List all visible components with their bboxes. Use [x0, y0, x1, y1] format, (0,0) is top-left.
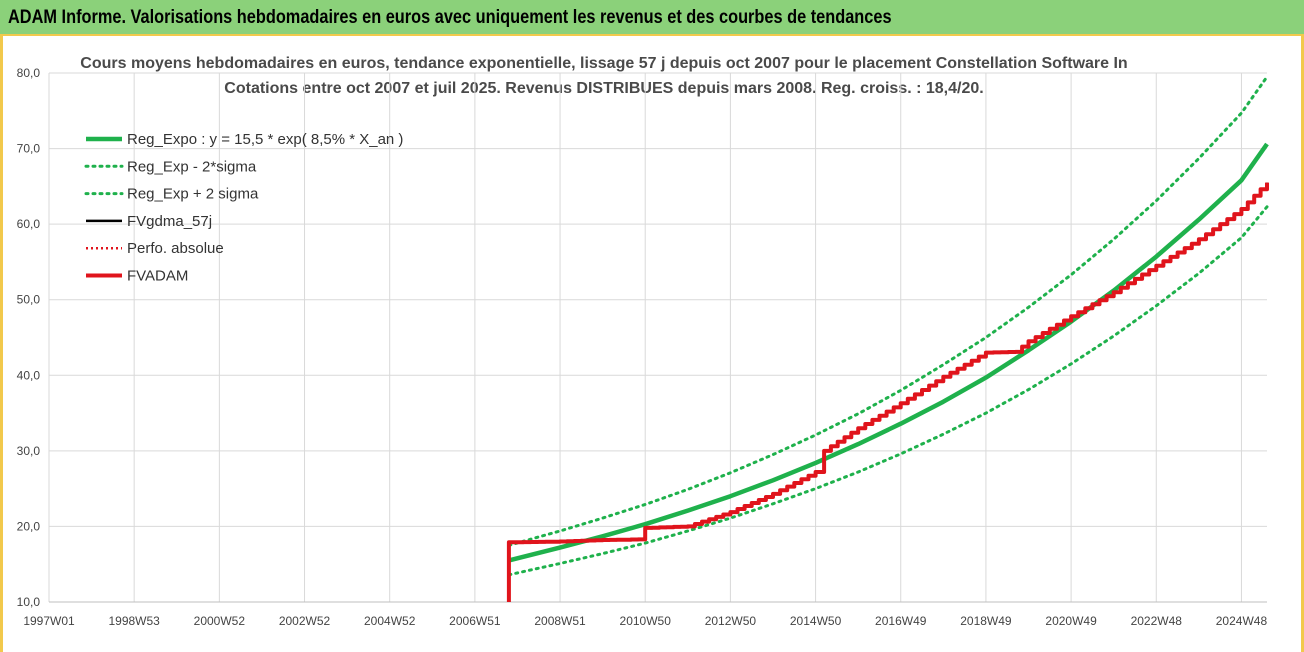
legend-item-reg-expo: Reg_Expo : y = 15,5 * exp( 8,5% * X_an )	[86, 131, 403, 148]
chart-subtitle: Cotations entre oct 2007 et juil 2025. R…	[224, 80, 984, 97]
legend-item-reg-exp-minus: Reg_Exp - 2*sigma	[84, 158, 257, 175]
series-lines	[506, 75, 1269, 602]
legend-item-fvgdma: FVgdma_57j	[86, 213, 212, 230]
reg-exp-plus-2sigma-line	[507, 75, 1269, 547]
x-tick-label: 2004W52	[364, 614, 416, 628]
legend-label: Reg_Exp + 2 sigma	[127, 186, 259, 203]
legend-label: Reg_Expo : y = 15,5 * exp( 8,5% * X_an )	[127, 131, 403, 148]
legend-item-perfo: Perfo. absolue	[86, 240, 224, 257]
y-tick-label: 20,0	[17, 519, 41, 533]
y-tick-label: 30,0	[17, 444, 41, 458]
y-tick-label: 50,0	[17, 293, 41, 307]
axes: 10,0 20,0 30,0 40,0 50,0 60,0 70,0 80,0 1997W01 1…	[17, 66, 1268, 628]
x-tick-label: 2012W50	[705, 614, 757, 628]
reg-exp-minus-2sigma-line	[507, 205, 1269, 577]
x-tick-label: 2016W49	[875, 614, 927, 628]
x-tick-label: 2008W51	[534, 614, 586, 628]
y-tick-label: 60,0	[17, 217, 41, 231]
legend-label: Reg_Exp - 2*sigma	[127, 158, 257, 175]
x-tick-label: 2022W48	[1131, 614, 1183, 628]
grid-lines	[48, 72, 1267, 603]
y-tick-label: 70,0	[17, 142, 41, 156]
x-tick-label: 2010W50	[620, 614, 672, 628]
legend-item-fvadam: FVADAM	[86, 268, 188, 285]
page-title: ADAM Informe. Valorisations hebdomadaire…	[8, 7, 892, 28]
x-tick-label: 2000W52	[194, 614, 246, 628]
x-tick-label: 2006W51	[449, 614, 501, 628]
chart-title: Cours moyens hebdomadaires en euros, ten…	[80, 55, 1128, 72]
y-tick-label: 80,0	[17, 66, 41, 80]
chart-frame	[0, 36, 1304, 652]
x-tick-label: 1998W53	[108, 614, 160, 628]
legend-item-reg-exp-plus: Reg_Exp + 2 sigma	[84, 186, 259, 203]
x-tick-label: 2018W49	[960, 614, 1012, 628]
y-tick-label: 10,0	[17, 595, 41, 609]
fvadam-line	[506, 182, 1269, 602]
legend-label: FVADAM	[127, 268, 188, 285]
x-tick-label: 2014W50	[790, 614, 842, 628]
legend-label: FVgdma_57j	[127, 213, 212, 230]
legend: Reg_Expo : y = 15,5 * exp( 8,5% * X_an )…	[84, 131, 403, 285]
x-tick-label: 2020W49	[1045, 614, 1097, 628]
reg-expo-line	[508, 142, 1269, 563]
legend-label: Perfo. absolue	[127, 240, 224, 257]
x-tick-label: 2002W52	[279, 614, 331, 628]
x-tick-label: 1997W01	[23, 614, 75, 628]
y-tick-label: 40,0	[17, 368, 41, 382]
x-tick-label: 2024W48	[1216, 614, 1268, 628]
header-bar: ADAM Informe. Valorisations hebdomadaire…	[0, 0, 1304, 36]
